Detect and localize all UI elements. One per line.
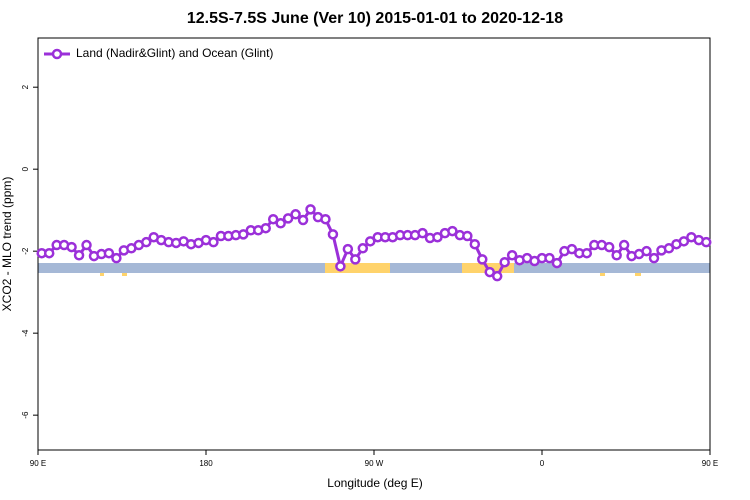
data-point — [238, 229, 249, 240]
data-point — [111, 252, 122, 264]
y-tick-label: -6 — [21, 411, 30, 419]
x-tick-label: 90 W — [365, 459, 384, 468]
data-point — [603, 241, 615, 253]
data-point — [350, 254, 361, 265]
legend-marker — [51, 48, 63, 60]
legend-label: Land (Nadir&Glint) and Ocean (Glint) — [76, 46, 273, 60]
y-axis-label: XCO2 - MLO trend (ppm) — [0, 177, 14, 312]
data-point — [566, 243, 578, 255]
data-point — [432, 231, 443, 243]
x-tick-label: 90 E — [30, 459, 46, 468]
data-point — [208, 236, 219, 248]
data-point — [701, 236, 712, 248]
data-point — [73, 250, 85, 261]
data-point — [305, 204, 316, 215]
data-point — [611, 250, 622, 261]
data-point — [290, 209, 301, 220]
data-point — [320, 213, 331, 225]
data-point — [282, 213, 294, 224]
y-tick-label: 2 — [21, 84, 30, 89]
data-point — [581, 247, 593, 259]
data-point — [484, 266, 495, 278]
data-point — [260, 222, 271, 234]
y-tick-label: -2 — [21, 247, 30, 255]
data-point — [327, 229, 339, 240]
x-axis-label: Longitude (deg E) — [327, 476, 422, 490]
data-point — [81, 239, 92, 251]
data-point — [551, 257, 563, 269]
data-point — [365, 236, 376, 247]
y-tick-label: 0 — [21, 166, 30, 171]
data-point — [663, 243, 675, 254]
y-tick-label: -4 — [21, 329, 30, 337]
data-point — [678, 236, 690, 247]
data-point — [43, 247, 55, 259]
data-point — [141, 236, 152, 248]
x-tick-label: 0 — [540, 459, 545, 468]
data-point — [447, 225, 458, 237]
data-point — [641, 245, 652, 257]
data-point — [544, 252, 555, 264]
data-point — [267, 213, 279, 225]
data-point — [66, 241, 77, 253]
data-point — [103, 247, 115, 259]
data-point — [462, 230, 473, 242]
chart-title: 12.5S-7.5S June (Ver 10) 2015-01-01 to 2… — [187, 10, 563, 27]
data-point — [648, 252, 660, 264]
data-point — [275, 218, 286, 229]
data-point — [491, 270, 503, 282]
land-ocean-band — [38, 263, 710, 276]
data-point — [506, 250, 518, 261]
data-point — [417, 227, 428, 239]
x-tick-label: 180 — [199, 459, 213, 468]
data-point — [469, 238, 481, 250]
x-tick-label: 90 E — [702, 459, 718, 468]
data-point — [297, 214, 309, 226]
data-point — [499, 256, 510, 268]
data-point — [335, 261, 346, 272]
data-point — [357, 243, 369, 254]
data-point — [618, 239, 630, 251]
data-point — [342, 243, 354, 255]
data-point — [477, 254, 488, 265]
